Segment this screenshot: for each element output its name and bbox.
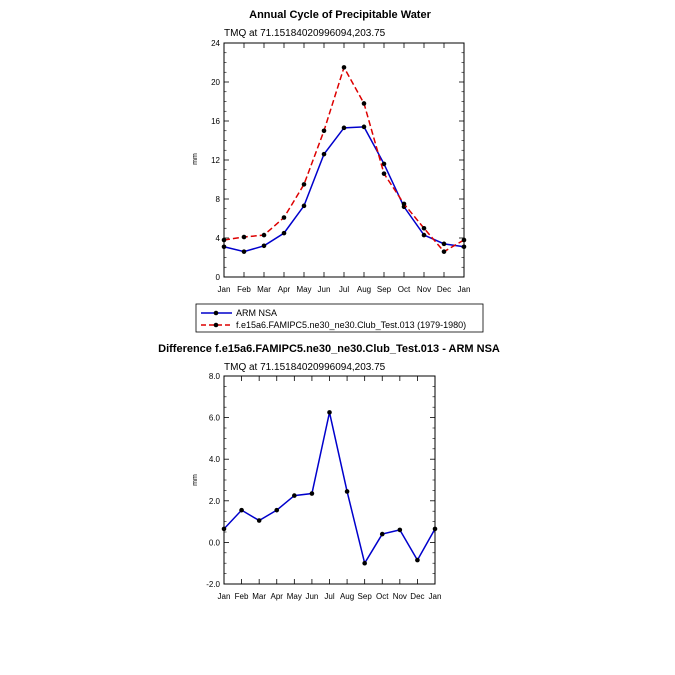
top-series-model-point <box>321 128 327 134</box>
top-series-obs-point <box>421 232 427 238</box>
top-xtick-label: Dec <box>437 285 451 294</box>
top-series-model-point <box>341 65 347 70</box>
bottom-xtick-label: Apr <box>271 592 284 601</box>
bottom-series-diff-point <box>362 560 367 566</box>
top-series-obs-point <box>221 244 227 250</box>
top-series-model-point <box>441 249 447 254</box>
top-series-model-line <box>223 65 465 253</box>
top-ytick-label: 0 <box>216 273 221 282</box>
top-series-obs-point <box>281 230 287 236</box>
top-series-model-point <box>461 237 467 243</box>
top-xtick-label: Mar <box>257 285 271 294</box>
bottom-chart-subtitle: TMQ at 71.15184020996094,203.75 <box>224 362 386 373</box>
legend-frame <box>195 303 484 333</box>
top-chart-legend: ARM NSA f.e15a6.FAMIPC5.ne30_ne30.Club_T… <box>195 303 484 333</box>
top-xtick-label: Jun <box>318 285 331 294</box>
top-xtick-label: May <box>296 285 311 294</box>
bottom-xtick-label: Oct <box>376 592 389 601</box>
top-series-model-point <box>301 182 307 187</box>
bottom-ytick-label: -2.0 <box>206 580 220 589</box>
top-xtick-label: Jan <box>458 285 471 294</box>
bottom-chart-plot-area: -2.0 0.0 2.0 4.0 6.0 8.0 Jan Feb Mar Apr May Jun Jul… <box>206 372 441 601</box>
top-series-obs-point <box>301 203 307 209</box>
top-xtick-label: Oct <box>398 285 411 294</box>
bottom-chart-ylabel: mm <box>192 474 199 486</box>
top-series-obs-point <box>441 241 447 247</box>
top-xtick-label: Apr <box>278 285 291 294</box>
top-series-obs-point <box>461 244 467 250</box>
bottom-xtick-label: Aug <box>340 592 354 601</box>
bottom-series-diff-point <box>379 531 385 537</box>
bottom-xtick-label: Mar <box>252 592 266 601</box>
bottom-series-diff-point <box>239 507 244 513</box>
top-series-obs-point <box>261 243 267 249</box>
top-series-obs-point <box>341 125 347 131</box>
top-series-model-point <box>241 234 247 240</box>
bottom-chart-title: Difference f.e15a6.FAMIPC5.ne30_ne30.Clu… <box>158 343 500 355</box>
top-series-model-point <box>261 232 267 238</box>
bottom-series-diff-point <box>344 489 350 494</box>
top-ytick-label: 4 <box>216 234 221 243</box>
top-xtick-label: Jan <box>218 285 231 294</box>
top-ytick-label: 20 <box>211 78 220 87</box>
top-ytick-label: 16 <box>211 117 220 126</box>
bottom-series-diff-line <box>223 412 436 566</box>
bottom-ytick-label: 0.0 <box>209 538 221 547</box>
top-xtick-label: Nov <box>417 285 431 294</box>
top-chart-plot-area: 0 4 8 12 16 20 24 Jan Feb Mar Apr May Jun Jul Aug Sep Oc… <box>211 39 470 294</box>
bottom-series-diff-point <box>415 557 420 563</box>
bottom-series-diff-point <box>292 493 297 498</box>
top-xtick-label: Jul <box>339 285 349 294</box>
bottom-series-diff-point <box>274 507 280 513</box>
bottom-series-diff-point <box>309 491 315 496</box>
bottom-series-diff-point <box>397 527 403 533</box>
legend-obs-marker-icon <box>213 310 219 316</box>
top-xtick-label: Feb <box>237 285 251 294</box>
top-series-obs-point <box>241 249 247 254</box>
bottom-xtick-label: Sep <box>358 592 373 601</box>
top-chart-frame <box>223 42 465 278</box>
bottom-series-diff-point <box>256 518 262 523</box>
top-series-model-point <box>361 101 367 106</box>
top-series-model-point <box>281 215 287 220</box>
top-ytick-label: 12 <box>211 156 220 165</box>
bottom-xtick-label: Jul <box>324 592 334 601</box>
bottom-series-diff-point <box>327 410 332 415</box>
top-series-obs-point <box>321 151 327 157</box>
bottom-xtick-label: Jan <box>429 592 442 601</box>
top-ytick-label: 8 <box>216 195 221 204</box>
legend-model-label: f.e15a6.FAMIPC5.ne30_ne30.Club_Test.013 … <box>236 320 466 330</box>
top-xtick-label: Aug <box>357 285 371 294</box>
top-chart-title: Annual Cycle of Precipitable Water <box>249 9 431 21</box>
top-series-obs-point <box>361 124 367 130</box>
bottom-series-diff-point <box>221 526 227 532</box>
bottom-xtick-label: Jun <box>305 592 318 601</box>
top-series-model-point <box>421 225 427 231</box>
bottom-xtick-label: Feb <box>235 592 249 601</box>
bottom-ytick-label: 4.0 <box>209 455 221 464</box>
top-series-obs-point <box>381 161 387 167</box>
bottom-xtick-label: Dec <box>410 592 424 601</box>
bottom-chart-frame <box>223 375 436 585</box>
top-series-model-point <box>381 171 387 176</box>
top-series-model-point <box>221 237 227 243</box>
bottom-series-diff-point <box>432 526 438 532</box>
top-chart-subtitle: TMQ at 71.15184020996094,203.75 <box>224 28 386 39</box>
top-xtick-label: Sep <box>377 285 392 294</box>
bottom-ytick-label: 8.0 <box>209 372 221 381</box>
legend-model-marker-icon <box>213 322 219 328</box>
bottom-xtick-label: Nov <box>393 592 407 601</box>
bottom-ytick-label: 6.0 <box>209 414 221 423</box>
top-ytick-label: 24 <box>211 39 220 48</box>
bottom-xtick-label: May <box>287 592 302 601</box>
top-series-model-point <box>401 201 407 207</box>
bottom-ytick-label: 2.0 <box>209 497 221 506</box>
bottom-xtick-label: Jan <box>218 592 231 601</box>
top-chart-ylabel: mm <box>192 153 199 165</box>
legend-obs-label: ARM NSA <box>236 308 277 318</box>
